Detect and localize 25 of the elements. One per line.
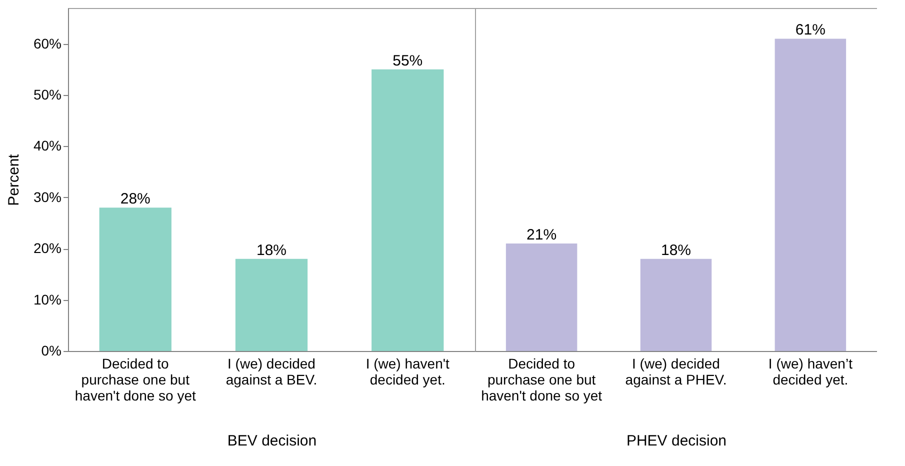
- y-tick-label: 60%: [33, 35, 62, 52]
- data-label: 18%: [256, 242, 287, 259]
- y-tick-label: 50%: [33, 86, 62, 103]
- bar: [372, 69, 444, 351]
- y-tick-label: 30%: [33, 188, 62, 205]
- y-tick-label: 10%: [33, 291, 62, 308]
- bar: [235, 258, 308, 351]
- data-label: 61%: [795, 22, 826, 39]
- x-tick-label: I (we) haven't decided yet.: [366, 356, 450, 388]
- x-tick-label: Decided to purchase one but haven't done so yet: [481, 356, 602, 404]
- data-label: 18%: [660, 242, 692, 259]
- data-label: 55%: [392, 52, 423, 70]
- x-tick-label: I (we) haven’t decided yet.: [768, 356, 853, 388]
- x-tick-label: I (we) decided against a BEV.: [226, 356, 318, 388]
- bar: [99, 208, 172, 351]
- data-label: 21%: [526, 226, 557, 244]
- y-tick-label: 40%: [33, 138, 62, 154]
- x-axis-title: BEV decision: [227, 432, 317, 450]
- y-tick-label: 20%: [33, 240, 62, 256]
- x-axis-title: PHEV decision: [626, 432, 727, 450]
- x-tick-label: I (we) decided against a PHEV.: [625, 356, 727, 388]
- y-tick-label: 0%: [41, 342, 62, 358]
- y-axis-title: Percent: [5, 153, 22, 206]
- data-label: 28%: [120, 190, 150, 208]
- x-tick-label: Decided to purchase one but haven't done so yet: [74, 356, 196, 404]
